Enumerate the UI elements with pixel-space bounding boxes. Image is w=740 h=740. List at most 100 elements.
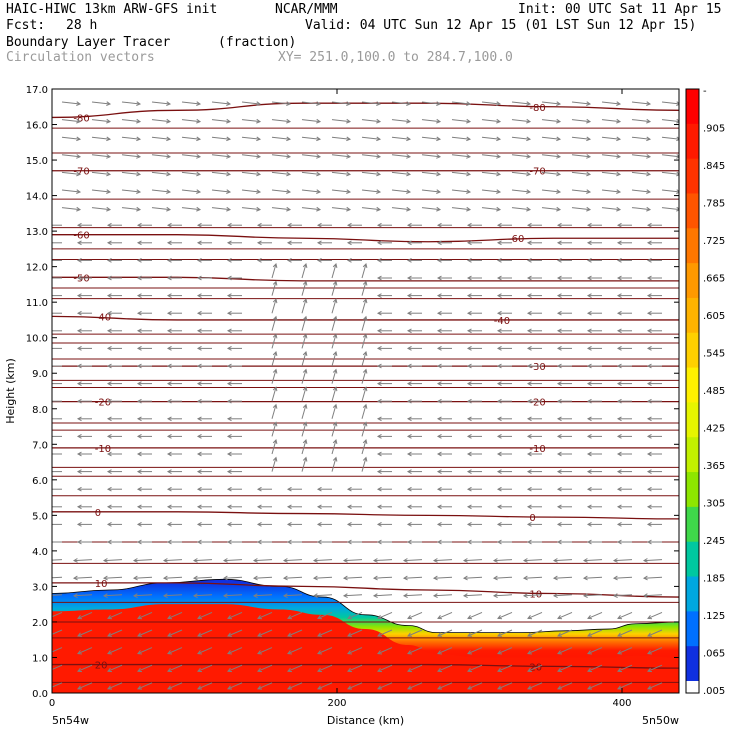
vector-arrowhead — [376, 328, 382, 334]
vector-arrow — [391, 101, 411, 105]
vector-arrowhead — [136, 363, 142, 369]
vector-arrowhead — [616, 486, 622, 492]
vector-arrowhead — [257, 614, 263, 620]
vector-arrow — [73, 576, 93, 579]
vector-arrowhead — [526, 363, 532, 369]
vector-arrowhead — [256, 118, 262, 124]
vector-arrow — [91, 101, 111, 105]
vector-arrowhead — [286, 189, 292, 194]
vector-arrowhead — [332, 403, 338, 409]
vector-arrowhead — [227, 614, 233, 620]
y-axis-title: Height (km) — [4, 358, 17, 424]
vector-arrowhead — [106, 451, 112, 457]
vector-arrowhead — [466, 136, 472, 142]
vector-arrow — [301, 351, 307, 367]
vector-arrowhead — [616, 258, 622, 263]
vector-arrow — [257, 664, 273, 672]
vector-arrowhead — [166, 398, 172, 404]
vector-arrowhead — [406, 451, 412, 457]
vector-arrow — [511, 119, 531, 123]
vector-arrow — [271, 351, 277, 367]
vector-arrowhead — [256, 522, 262, 527]
vector-arrow — [331, 439, 337, 455]
vector-arrow — [331, 207, 351, 211]
vector-arrowhead — [76, 398, 82, 404]
vector-arrowhead — [136, 154, 142, 159]
vector-arrowhead — [227, 685, 233, 690]
vector-arrow — [137, 664, 153, 672]
isotherm-label: -40 — [494, 316, 510, 327]
vector-arrow — [343, 559, 363, 562]
vector-arrowhead — [312, 593, 318, 598]
vector-arrow — [287, 629, 303, 637]
vector-arrow — [377, 664, 393, 672]
vector-arrowhead — [646, 539, 652, 545]
vector-arrowhead — [76, 486, 82, 492]
y-tick-label: 9.0 — [32, 369, 48, 380]
vector-arrowhead — [137, 614, 143, 620]
vector-arrowhead — [586, 240, 592, 246]
vector-arrow — [571, 119, 591, 123]
vector-arrow — [647, 647, 663, 655]
vector-arrowhead — [52, 653, 53, 654]
vector-arrowhead — [407, 614, 413, 620]
vector-arrow — [347, 682, 363, 690]
vector-arrowhead — [466, 469, 472, 474]
vector-arrowhead — [136, 346, 142, 351]
vector-arrow — [481, 101, 501, 105]
vector-arrowhead — [166, 275, 172, 281]
colorbar-label: .125 — [703, 611, 725, 622]
vector-arrowhead — [162, 593, 168, 598]
vector-arrow — [271, 171, 291, 175]
vector-arrow — [361, 101, 381, 105]
vector-arrowhead — [617, 632, 623, 637]
vector-arrowhead — [76, 363, 82, 369]
vector-arrow — [511, 154, 531, 158]
vector-arrowhead — [44, 576, 48, 580]
vector-arrowhead — [407, 632, 413, 637]
vector-arrowhead — [646, 451, 652, 457]
vector-arrowhead — [432, 558, 438, 563]
vector-arrowhead — [437, 667, 443, 673]
vector-arrowhead — [316, 539, 322, 545]
vector-arrow — [197, 611, 213, 619]
isotherm-label: -60 — [73, 231, 89, 242]
vector-arrowhead — [526, 171, 532, 177]
colorbar-label: .185 — [703, 574, 725, 585]
vector-arrowhead — [587, 614, 593, 620]
vector-arrowhead — [556, 539, 562, 545]
vector-arrowhead — [196, 363, 202, 369]
vector-arrow — [481, 171, 501, 175]
colorbar-swatch — [686, 646, 699, 682]
isotherm-label: -80 — [529, 103, 545, 114]
vector-arrow — [331, 334, 337, 349]
vector-arrowhead — [287, 632, 293, 637]
vector-arrowhead — [196, 486, 202, 492]
vector-arrowhead — [616, 416, 622, 422]
colorbar-swatch — [686, 263, 699, 299]
vector-arrowhead — [76, 206, 82, 212]
vector-arrowhead — [347, 650, 353, 655]
vector-arrowhead — [556, 222, 562, 228]
vector-arrow — [511, 101, 531, 105]
vector-arrowhead — [557, 632, 563, 637]
vector-arrowhead — [106, 136, 112, 142]
vector-arrow — [301, 281, 307, 296]
vector-arrowhead — [76, 328, 82, 334]
vector-arrowhead — [406, 486, 412, 492]
vector-arrowhead — [436, 206, 442, 212]
vector-arrowhead — [332, 421, 338, 427]
vector-arrow — [167, 682, 183, 690]
vector-arrowhead — [556, 522, 562, 527]
vector-arrowhead — [406, 171, 412, 177]
colorbar: - .905 .845 .785 .725 .665 .605 .545 .485 .425 .36… — [685, 86, 725, 697]
isotherm-line — [52, 102, 679, 119]
vector-arrow — [421, 189, 441, 193]
vector-arrow — [61, 136, 81, 140]
xsec-endpoints: XY= 251.0,100.0 to 284.7,100.0 — [278, 50, 513, 65]
vector-arrow — [361, 281, 367, 296]
vector-arrow — [137, 647, 153, 655]
vector-arrowhead — [362, 456, 368, 462]
vector-arrowhead — [227, 650, 233, 655]
vector-arrowhead — [676, 136, 679, 142]
